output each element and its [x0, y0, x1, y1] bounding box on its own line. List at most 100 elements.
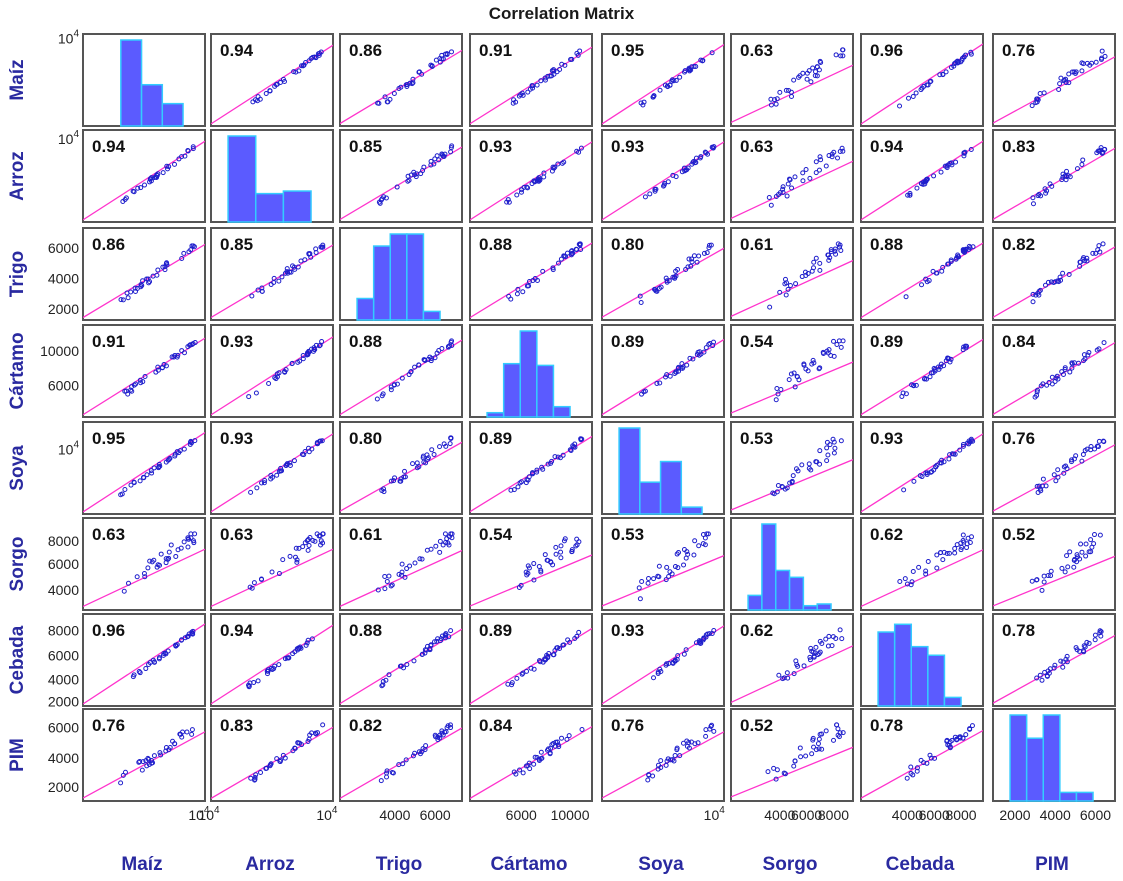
data-point [137, 478, 143, 484]
x-variable-label: Arroz [245, 854, 295, 875]
data-point [960, 248, 966, 254]
data-point [534, 82, 540, 88]
data-point [838, 438, 844, 444]
data-point [963, 732, 969, 738]
data-point [405, 178, 411, 184]
data-point [692, 538, 698, 544]
fit-line [340, 339, 462, 416]
data-point [665, 756, 671, 762]
data-point [816, 167, 822, 173]
data-point [531, 577, 537, 583]
correlation-label: 0.86 [92, 235, 125, 254]
data-point [568, 447, 574, 453]
x-variable-label: Sorgo [763, 854, 818, 875]
data-point [412, 364, 418, 370]
data-point [663, 374, 669, 380]
correlation-label: 0.93 [479, 137, 512, 156]
data-point [1088, 537, 1094, 543]
data-point [428, 358, 434, 364]
data-point [813, 170, 819, 176]
fit-line [993, 147, 1115, 220]
data-point [954, 59, 960, 65]
data-point [785, 286, 791, 292]
data-point [1036, 191, 1042, 197]
data-point [427, 647, 433, 653]
data-point [940, 557, 946, 563]
data-point [906, 95, 912, 101]
data-point [672, 564, 678, 570]
data-point [941, 459, 947, 465]
data-point [133, 381, 139, 387]
data-point [155, 367, 161, 373]
data-point [817, 731, 823, 737]
data-point [1082, 447, 1088, 453]
data-point [309, 446, 315, 452]
histogram-bar [659, 460, 683, 515]
data-point [1077, 556, 1083, 562]
data-point [382, 94, 388, 100]
data-point [951, 451, 957, 457]
data-point [1099, 48, 1105, 54]
data-point [830, 436, 836, 442]
panel-frame [210, 517, 334, 611]
histogram-bar [1059, 791, 1078, 802]
data-point [919, 282, 925, 288]
data-point [934, 270, 940, 276]
x-variable-label: Trigo [376, 854, 422, 875]
correlation-label: 0.93 [220, 332, 253, 351]
data-point [813, 459, 819, 465]
data-point [404, 82, 410, 88]
data-point [320, 242, 326, 248]
data-point [636, 585, 642, 591]
data-point [131, 189, 137, 195]
data-point [374, 396, 380, 402]
data-point [824, 348, 830, 354]
data-point [811, 744, 817, 750]
data-point [1037, 287, 1043, 293]
y-tick-label: 6000 [48, 240, 79, 256]
data-point [914, 768, 920, 774]
data-point [439, 730, 445, 736]
data-point [910, 93, 916, 99]
data-point [407, 563, 413, 569]
data-point [375, 587, 381, 593]
data-point [655, 573, 661, 579]
data-point [282, 369, 288, 375]
data-point [147, 179, 153, 185]
panel-frame [469, 708, 593, 802]
data-point [276, 278, 282, 284]
data-point [709, 50, 715, 56]
data-point [930, 268, 936, 274]
correlation-label: 0.53 [740, 429, 773, 448]
data-point [679, 361, 685, 367]
data-point [416, 362, 422, 368]
data-point [800, 70, 806, 76]
data-point [138, 380, 144, 386]
x-tick-label: 6000 [506, 807, 537, 823]
data-point [128, 289, 134, 295]
data-point [407, 80, 413, 86]
data-point [542, 77, 548, 83]
data-point [828, 249, 834, 255]
data-point [181, 539, 187, 545]
data-point [519, 187, 525, 193]
data-point [967, 726, 973, 732]
data-point [428, 158, 434, 164]
data-point [555, 161, 561, 167]
data-point [840, 338, 846, 344]
fit-line [993, 555, 1115, 607]
data-point [311, 346, 317, 352]
x-tick-label: 6000 [919, 807, 950, 823]
data-point [801, 663, 807, 669]
data-point [410, 461, 416, 467]
data-point [258, 770, 264, 776]
data-point [185, 148, 191, 154]
data-point [518, 92, 524, 98]
correlation-label: 0.61 [349, 525, 382, 544]
data-point [317, 342, 323, 348]
data-point [670, 659, 676, 665]
data-point [1043, 190, 1049, 196]
data-point [1067, 549, 1073, 555]
data-point [817, 267, 823, 273]
data-point [813, 747, 819, 753]
